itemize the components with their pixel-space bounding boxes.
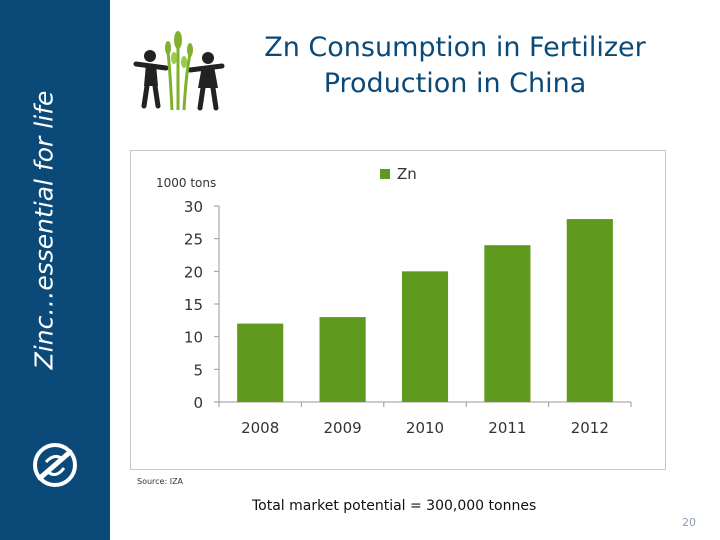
- legend-swatch: [380, 169, 390, 179]
- source-note: Source: IZA: [137, 477, 184, 486]
- page-title: Zn Consumption in Fertilizer Production …: [264, 32, 646, 99]
- zinc-logo-icon: [33, 443, 77, 487]
- bar: [237, 323, 284, 402]
- y-tick-label: 5: [193, 361, 203, 379]
- x-tick-label: 2012: [571, 419, 609, 437]
- bar: [566, 219, 613, 402]
- bar: [401, 271, 449, 402]
- y-tick-label: 20: [184, 263, 203, 281]
- bar-chart: 1000 tons Zn 0 5 10 15 20 25 30 2008 2009 2010 2011 2…: [156, 165, 632, 437]
- page-number: 20: [682, 516, 696, 529]
- y-tick-label: 15: [184, 296, 203, 314]
- x-tick-label: 2010: [406, 419, 444, 437]
- bar: [319, 317, 366, 402]
- chart-container: 1000 tons Zn 0 5 10 15 20 25 30 2008 2009 2010 2011 2…: [130, 150, 666, 470]
- y-tick-label: 10: [184, 329, 203, 347]
- x-tick-label: 2008: [241, 419, 279, 437]
- y-tick-label: 25: [184, 231, 203, 249]
- sidebar-tagline: Zinc…essential for life: [29, 90, 59, 370]
- y-tick-label: 0: [193, 394, 203, 412]
- children-plant-logo-icon: [133, 31, 225, 111]
- x-tick-label: 2011: [488, 419, 526, 437]
- legend-label: Zn: [397, 165, 417, 183]
- sidebar: Zinc…essential for life: [0, 0, 110, 540]
- bar: [484, 245, 531, 402]
- y-axis-unit-label: 1000 tons: [156, 176, 216, 190]
- y-tick-label: 30: [184, 198, 203, 216]
- x-tick-label: 2009: [324, 419, 362, 437]
- footer-note: Total market potential = 300,000 tonnes: [252, 498, 537, 514]
